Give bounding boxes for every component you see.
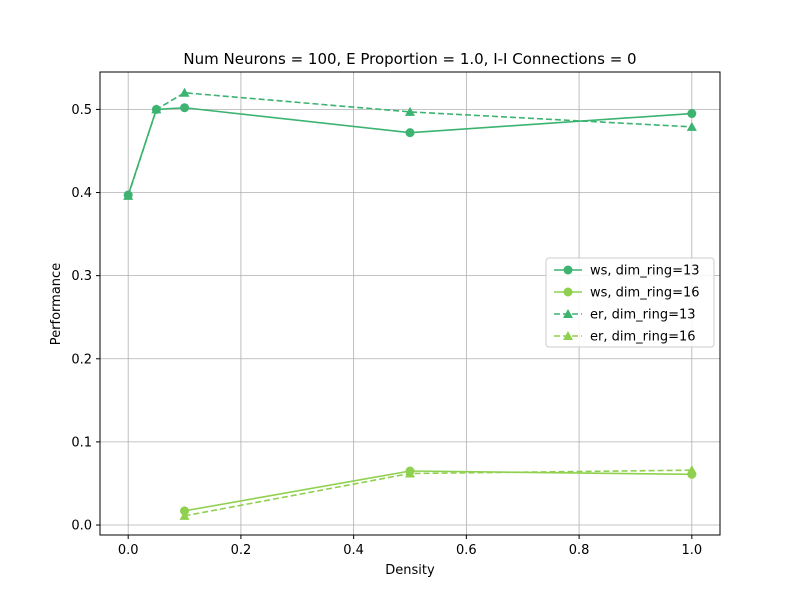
legend-label: ws, dim_ring=16 (590, 286, 700, 301)
y-tick-label: 0.0 (71, 519, 92, 534)
legend-entry: ws, dim_ring=13 (554, 264, 700, 279)
legend-marker (563, 265, 573, 275)
data-point (151, 104, 162, 114)
legend-entry: er, dim_ring=16 (554, 330, 696, 345)
x-tick-label: 0.8 (569, 543, 590, 558)
data-point (405, 468, 415, 478)
legend-entry: ws, dim_ring=16 (554, 286, 700, 301)
legend-entry: er, dim_ring=13 (554, 308, 696, 323)
series-4 (179, 465, 697, 520)
data-point (686, 121, 697, 131)
legend-label: ws, dim_ring=13 (590, 264, 700, 279)
legend-box (545, 257, 715, 348)
ticks: 0.0 0.2 0.4 0.6 0.8 1.0 0.0 0.1 0.2 0.3 0.4 0.5 (71, 103, 702, 558)
series-3 (123, 87, 697, 200)
series-layer (123, 87, 697, 520)
y-tick-label: 0.5 (71, 103, 92, 118)
x-tick-label: 0.4 (343, 543, 364, 558)
y-tick-label: 0.4 (71, 186, 92, 201)
x-tick-label: 0.0 (118, 543, 139, 558)
data-point (686, 465, 697, 475)
legend-marker (563, 331, 573, 340)
legend-marker (563, 309, 573, 318)
y-tick-label: 0.2 (71, 352, 92, 367)
data-point (179, 510, 190, 520)
x-tick-label: 1.0 (681, 543, 702, 558)
legend-label: er, dim_ring=13 (590, 308, 696, 323)
y-tick-label: 0.3 (71, 269, 92, 284)
y-axis-label: Performance (49, 263, 64, 345)
data-point (687, 109, 697, 119)
x-tick-label: 0.2 (231, 543, 252, 558)
x-tick-label: 0.6 (456, 543, 477, 558)
data-point (123, 190, 134, 200)
series-line (127, 91, 692, 197)
legend: ws, dim_ring=13 ws, dim_ring=16 er, dim_ri… (545, 257, 715, 348)
data-point (179, 87, 190, 97)
data-point (405, 128, 415, 138)
plot-frame (99, 71, 721, 536)
y-tick-label: 0.1 (71, 435, 92, 450)
chart-title: Num Neurons = 100, E Proportion = 1.0, I… (183, 50, 636, 68)
data-point (180, 103, 190, 113)
legend-label: er, dim_ring=16 (590, 330, 696, 345)
x-axis-label: Density (385, 563, 435, 578)
legend-marker (563, 287, 573, 297)
data-point (405, 106, 415, 116)
